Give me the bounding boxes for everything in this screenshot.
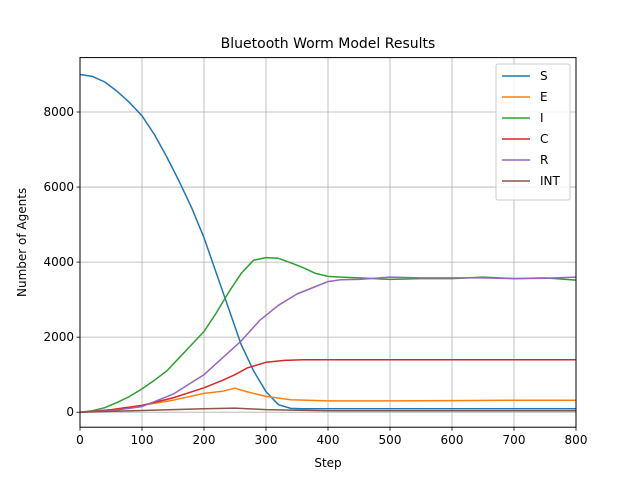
legend-label-r: R (540, 153, 548, 167)
legend-label-c: C (540, 132, 548, 146)
legend-label-s: S (540, 69, 548, 83)
x-tick-label: 700 (503, 433, 526, 447)
y-tick-label: 8000 (43, 105, 74, 119)
legend-label-e: E (540, 90, 548, 104)
x-tick-label: 800 (565, 433, 588, 447)
x-tick-label: 500 (379, 433, 402, 447)
y-tick-label: 6000 (43, 180, 74, 194)
y-tick-label: 4000 (43, 255, 74, 269)
x-tick-label: 600 (441, 433, 464, 447)
grid-lines (79, 57, 577, 428)
legend-label-i: I (540, 111, 544, 125)
series-line-s (79, 73, 576, 410)
x-tick-label: 200 (193, 433, 216, 447)
series-line-r (79, 276, 577, 413)
x-axis-title: Step (314, 456, 341, 470)
y-tick-label: 0 (66, 405, 74, 419)
x-tick-label: 100 (131, 433, 154, 447)
x-axis: 0 100 200 300 400 500 600 700 800 (76, 427, 587, 447)
y-axis: 0 2000 4000 6000 8000 (43, 105, 80, 419)
legend-box (495, 63, 571, 201)
x-tick-label: 400 (317, 433, 340, 447)
x-tick-label: 0 (76, 433, 84, 447)
series-line-c (79, 358, 576, 413)
series-layer (79, 73, 577, 413)
x-tick-label: 300 (255, 433, 278, 447)
series-line-int (79, 407, 576, 413)
legend-label-int: INT (540, 174, 561, 188)
y-tick-label: 2000 (43, 330, 74, 344)
y-axis-title: Number of Agents (15, 188, 29, 297)
chart-title: Bluetooth Worm Model Results (221, 36, 436, 52)
